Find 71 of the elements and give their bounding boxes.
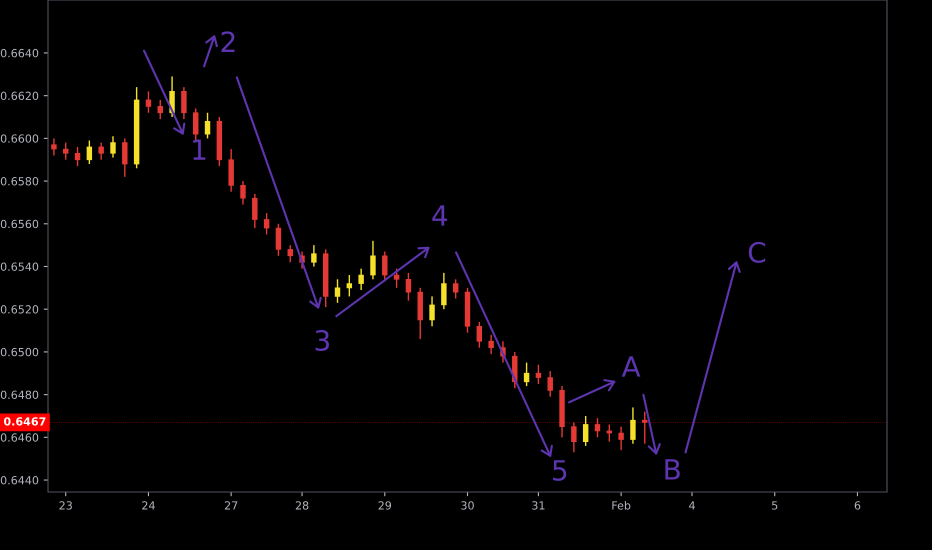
candlestick xyxy=(63,142,68,160)
candlestick xyxy=(571,422,577,453)
annotation: 5 xyxy=(553,460,566,481)
annotation: 2 xyxy=(222,31,234,52)
candlestick xyxy=(606,424,612,442)
candlestick xyxy=(630,406,636,444)
x-tick-label: 30 xyxy=(461,501,474,510)
x-tick-label: 24 xyxy=(142,501,155,510)
candlestick xyxy=(536,364,542,385)
candlestick xyxy=(204,112,210,140)
x-tick-label: 27 xyxy=(224,501,238,510)
candlestick xyxy=(264,212,270,236)
annotation: 4 xyxy=(432,205,448,226)
annotation: 3 xyxy=(316,330,329,351)
candlestick xyxy=(524,362,530,387)
candlestick xyxy=(441,272,447,310)
candlestick xyxy=(582,415,588,447)
candlestick xyxy=(548,370,553,398)
y-tick-label: 0.6540 xyxy=(0,262,38,271)
candlestick xyxy=(288,244,293,263)
candlestick xyxy=(252,193,258,229)
candlestick xyxy=(370,240,376,280)
candlestick xyxy=(394,268,400,289)
annotation: A xyxy=(622,356,640,377)
annotation: B xyxy=(665,459,680,480)
candlestick xyxy=(146,90,152,114)
x-tick-label: Feb xyxy=(612,501,630,510)
y-tick-label: 0.6640 xyxy=(0,48,38,58)
candlestick xyxy=(334,278,340,304)
y-tick-label: 0.6520 xyxy=(0,305,38,314)
candlestick xyxy=(98,142,104,160)
annotation: 1 xyxy=(193,139,206,160)
candlestick xyxy=(311,244,317,268)
candlestick xyxy=(240,180,246,206)
y-tick-label: 0.6480 xyxy=(0,390,38,400)
y-tick-label: 0.6580 xyxy=(0,177,38,186)
candlestick xyxy=(488,334,494,355)
candlestick xyxy=(476,321,482,348)
candlestick xyxy=(122,138,128,178)
y-tick-label: 0.6440 xyxy=(0,476,38,484)
y-tick-label: 0.6500 xyxy=(0,348,38,356)
candlestick xyxy=(346,274,352,298)
candlestick xyxy=(158,99,163,120)
candlestick xyxy=(382,250,388,282)
y-tick-label: 0.6460 xyxy=(0,433,38,442)
x-tick-label: 4 xyxy=(689,501,695,510)
candlestick xyxy=(193,108,198,142)
candlestick xyxy=(429,296,435,327)
candlestick xyxy=(642,411,648,444)
candlestick xyxy=(51,138,57,156)
y-tick-label: 0.6620 xyxy=(0,92,38,100)
x-tick-label: 31 xyxy=(532,501,544,510)
candlestick xyxy=(86,140,92,165)
x-tick-label: 29 xyxy=(378,501,392,510)
candlestick xyxy=(74,146,80,167)
candlestick xyxy=(406,272,412,302)
candlestick xyxy=(618,426,624,451)
x-tick-label: 5 xyxy=(772,501,778,510)
candlestick xyxy=(110,136,116,158)
x-tick-label: 23 xyxy=(59,501,72,510)
annotation: C xyxy=(748,242,766,263)
x-tick-label: 6 xyxy=(854,501,860,510)
candlestick xyxy=(452,278,458,300)
y-tick-label: 0.6600 xyxy=(0,134,38,143)
candlestick xyxy=(276,223,282,257)
y-tick-label: 0.6560 xyxy=(0,220,38,228)
candlestick xyxy=(181,86,187,120)
x-tick-label: 28 xyxy=(296,501,308,510)
ref-line-label: 0.6467 xyxy=(4,417,46,426)
candlestick xyxy=(594,417,600,438)
candlestick xyxy=(358,268,364,291)
